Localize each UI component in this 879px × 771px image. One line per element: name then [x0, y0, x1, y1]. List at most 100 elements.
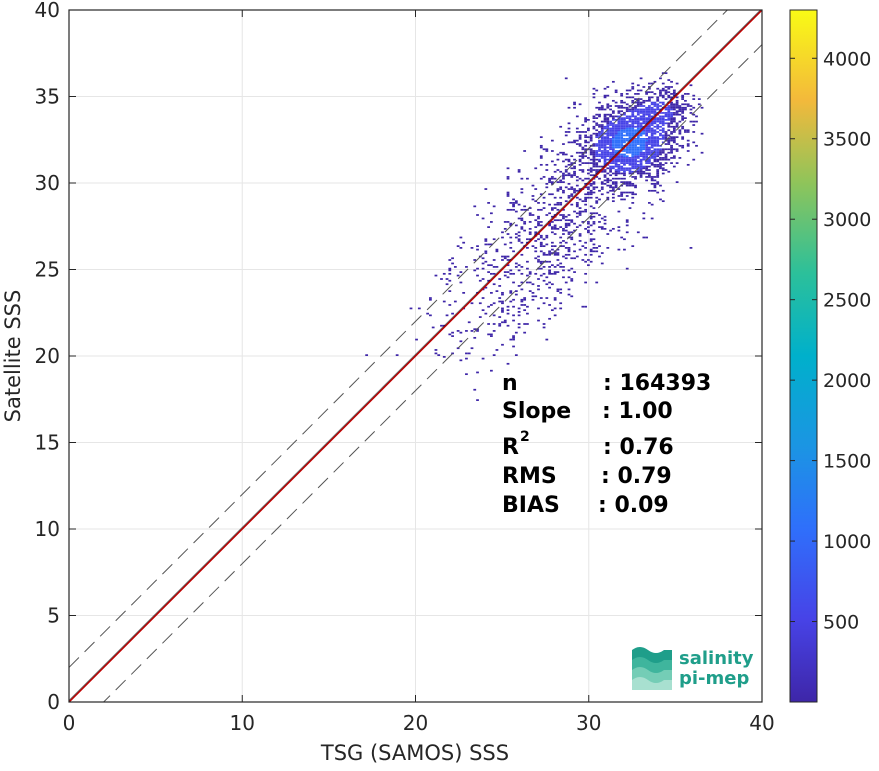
- density-cell: [562, 208, 565, 211]
- density-cell: [620, 165, 624, 168]
- density-cell: [648, 91, 651, 94]
- density-cell: [603, 155, 607, 158]
- density-cell: [537, 319, 540, 322]
- density-cell: [661, 89, 665, 92]
- density-cell: [539, 262, 543, 265]
- density-cell: [600, 252, 604, 254]
- density-cell: [603, 179, 607, 182]
- density-cell: [700, 132, 704, 135]
- density-cell: [648, 160, 651, 163]
- density-cell: [670, 105, 673, 107]
- density-cell: [503, 227, 507, 230]
- density-cell: [625, 89, 629, 92]
- density-cell: [606, 196, 610, 199]
- density-cell: [645, 160, 649, 163]
- density-cell: [611, 144, 615, 147]
- density-cell: [631, 202, 635, 204]
- density-cell: [603, 127, 607, 130]
- density-cell: [656, 170, 660, 173]
- density-cell: [639, 89, 643, 92]
- density-cell: [650, 110, 654, 113]
- density-cell: [650, 132, 654, 135]
- density-cell: [667, 112, 671, 114]
- density-cell: [636, 153, 640, 156]
- density-cell: [634, 144, 637, 147]
- density-cell: [426, 312, 430, 315]
- density-cell: [628, 115, 632, 118]
- density-cell: [667, 138, 671, 140]
- density-cell: [562, 160, 565, 163]
- density-cell: [697, 98, 701, 100]
- density-cell: [611, 99, 615, 102]
- density-cell: [670, 132, 673, 135]
- density-cell: [656, 106, 660, 109]
- density-cell: [520, 227, 524, 230]
- density-cell: [556, 188, 560, 190]
- density-cell: [492, 283, 496, 286]
- density-cell: [567, 106, 571, 109]
- density-cell: [553, 245, 557, 248]
- density-cell: [550, 208, 554, 211]
- density-cell: [595, 124, 599, 126]
- density-cell: [664, 122, 668, 125]
- density-cell: [531, 214, 535, 216]
- density-cell: [609, 141, 612, 144]
- density-cell: [645, 127, 649, 130]
- density-cell: [598, 132, 601, 135]
- density-cell: [598, 141, 601, 144]
- density-cell: [659, 118, 662, 121]
- density-cell: [600, 144, 604, 147]
- density-cell: [631, 122, 635, 125]
- density-cell: [556, 208, 560, 211]
- density-cell: [639, 103, 643, 106]
- density-cell: [559, 302, 563, 305]
- stat-slope-value: : 1.00: [602, 399, 673, 424]
- density-cell: [614, 183, 618, 185]
- density-cell: [614, 151, 618, 154]
- density-cell: [603, 151, 607, 154]
- density-cell: [514, 331, 518, 334]
- density-cell: [606, 120, 610, 123]
- density-cell: [634, 138, 637, 140]
- density-cell: [606, 158, 610, 161]
- density-cell: [650, 203, 654, 206]
- density-cell: [606, 131, 610, 133]
- density-cell: [589, 170, 593, 173]
- density-cell: [587, 177, 590, 180]
- density-cell: [523, 297, 527, 299]
- density-cell: [634, 118, 637, 121]
- density-cell: [617, 155, 621, 158]
- density-cell: [567, 196, 571, 199]
- density-cell: [584, 241, 588, 244]
- density-cell: [675, 110, 679, 113]
- density-cell: [592, 151, 596, 154]
- density-cell: [681, 127, 685, 130]
- density-cell: [620, 236, 624, 239]
- density-cell: [642, 112, 646, 114]
- density-cell: [617, 112, 621, 114]
- density-cell: [495, 266, 499, 268]
- density-cell: [531, 295, 535, 298]
- density-cell: [634, 141, 637, 144]
- density-cell: [656, 165, 660, 168]
- density-cell: [606, 167, 610, 170]
- density-cell: [509, 272, 513, 275]
- density-cell: [645, 139, 649, 142]
- density-cell: [661, 167, 665, 170]
- density-cell: [559, 203, 563, 206]
- density-cell: [548, 203, 551, 206]
- density-cell: [528, 212, 532, 215]
- density-cell: [661, 151, 665, 154]
- density-cell: [650, 112, 654, 114]
- density-cell: [578, 177, 582, 180]
- density-cell: [578, 198, 582, 201]
- density-cell: [631, 146, 635, 149]
- density-cell: [581, 200, 585, 203]
- density-cell: [631, 165, 635, 168]
- density-cell: [506, 177, 510, 180]
- density-cell: [631, 144, 635, 147]
- density-cell: [584, 196, 588, 199]
- density-cell: [653, 80, 657, 83]
- y-axis-label: Satellite SSS: [1, 290, 25, 423]
